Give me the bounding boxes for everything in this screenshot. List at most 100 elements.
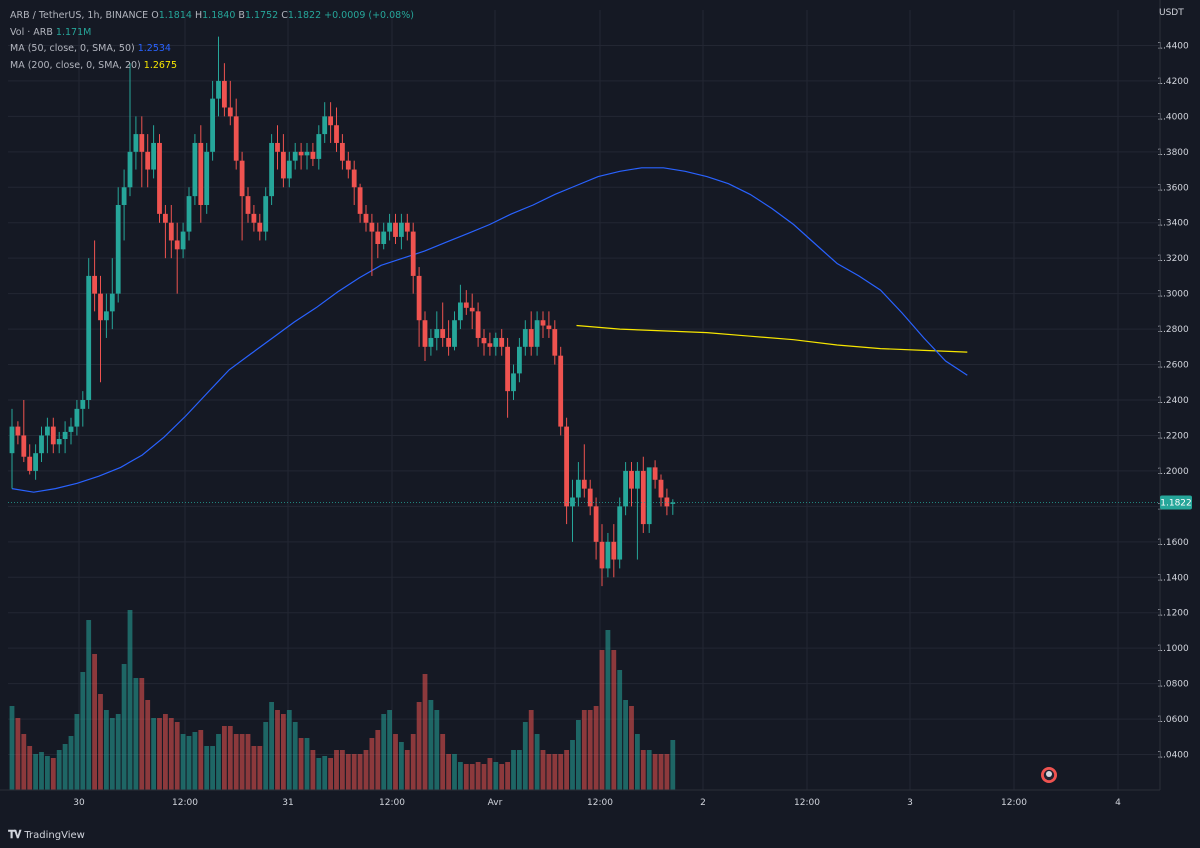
candle-body bbox=[50, 426, 56, 445]
candle-body bbox=[369, 222, 375, 232]
open-value: 1.1814 bbox=[158, 10, 192, 21]
candle-body bbox=[611, 541, 617, 560]
volume-bar bbox=[469, 764, 475, 790]
candle-body bbox=[168, 222, 174, 241]
candle-body bbox=[139, 134, 145, 152]
candle-body bbox=[387, 222, 392, 232]
candle-body bbox=[587, 488, 593, 507]
volume-bar bbox=[581, 710, 587, 790]
candle-body bbox=[227, 107, 233, 117]
volume-bar bbox=[145, 700, 151, 790]
y-tick-label: 1.1200 bbox=[1157, 609, 1189, 619]
volume-bar bbox=[546, 754, 552, 790]
volume-bar bbox=[98, 694, 103, 790]
volume-bar bbox=[416, 702, 422, 790]
volume-bar bbox=[534, 734, 540, 790]
candle-body bbox=[658, 479, 664, 498]
volume-bar bbox=[528, 710, 534, 790]
volume-bar bbox=[92, 654, 97, 790]
volume-bar bbox=[635, 734, 640, 790]
volume-bar bbox=[168, 718, 174, 790]
volume-bar bbox=[180, 734, 186, 790]
open-label: O bbox=[151, 10, 159, 21]
candle-body bbox=[564, 426, 569, 507]
candle-body bbox=[499, 337, 505, 347]
candle-body bbox=[316, 134, 322, 159]
volume-legend[interactable]: Vol · ARB 1.171M bbox=[10, 25, 414, 42]
volume-bar bbox=[192, 732, 198, 790]
candle-body bbox=[198, 142, 204, 205]
candle-body bbox=[62, 431, 68, 439]
volume-bar bbox=[487, 758, 493, 790]
volume-bar bbox=[558, 754, 564, 790]
y-tick-label: 1.2200 bbox=[1157, 431, 1189, 441]
volume-bar bbox=[345, 754, 351, 790]
volume-bar bbox=[174, 722, 180, 790]
volume-bar bbox=[658, 754, 664, 790]
y-tick-label: 1.3600 bbox=[1157, 183, 1189, 193]
symbol-title[interactable]: ARB / TetherUS, 1h, BINANCE bbox=[10, 10, 149, 21]
volume-bar bbox=[576, 720, 581, 790]
volume-bar bbox=[157, 718, 162, 790]
candle-body bbox=[210, 98, 215, 152]
ma50-path bbox=[11, 167, 968, 493]
candle-body bbox=[599, 541, 605, 569]
candle-body bbox=[310, 151, 316, 159]
events-flag-icon[interactable] bbox=[1041, 767, 1057, 783]
candle-body bbox=[652, 467, 658, 480]
candle-body bbox=[322, 116, 328, 135]
candle-body bbox=[304, 151, 310, 156]
candle-body bbox=[281, 151, 286, 179]
ma200-legend[interactable]: MA (200, close, 0, SMA, 20) 1.2675 bbox=[10, 58, 414, 75]
candle-body bbox=[593, 506, 599, 542]
candle-body bbox=[257, 222, 263, 232]
candle-body bbox=[576, 479, 581, 498]
volume-bar bbox=[269, 702, 274, 790]
volume-bar bbox=[239, 734, 245, 790]
volume-bar bbox=[458, 762, 463, 790]
candle-body bbox=[517, 346, 522, 374]
volume-bar bbox=[617, 670, 623, 790]
volume-bar bbox=[552, 754, 558, 790]
tradingview-brand[interactable]: 𝐓𝐕 TradingView bbox=[8, 828, 85, 842]
close-label: C bbox=[281, 10, 288, 21]
volume-bar bbox=[463, 764, 469, 790]
candle-body bbox=[670, 502, 676, 504]
volume-bar bbox=[570, 740, 575, 790]
volume-bar bbox=[39, 752, 44, 790]
candlesticks bbox=[9, 36, 676, 587]
volume-bar bbox=[328, 758, 333, 790]
volume-bar bbox=[340, 750, 345, 790]
candle-body bbox=[440, 329, 446, 338]
volume-bar bbox=[599, 650, 605, 790]
volume-bar bbox=[251, 746, 257, 790]
candle-body bbox=[222, 80, 227, 108]
x-tick-label: 12:00 bbox=[172, 798, 198, 808]
volume-bar bbox=[198, 730, 204, 790]
currency-label[interactable]: USDT bbox=[1159, 8, 1184, 18]
volume-bar bbox=[564, 750, 569, 790]
symbol-line[interactable]: ARB / TetherUS, 1h, BINANCE O1.1814 H1.1… bbox=[10, 8, 414, 25]
volume-bar bbox=[587, 710, 593, 790]
candle-body bbox=[80, 400, 86, 409]
candle-body bbox=[623, 470, 628, 507]
candle-body bbox=[452, 320, 457, 347]
candle-body bbox=[463, 302, 469, 308]
candle-body bbox=[505, 346, 510, 392]
y-tick-label: 1.3000 bbox=[1157, 290, 1189, 300]
y-tick-label: 1.4000 bbox=[1157, 112, 1189, 122]
price-badge-box bbox=[1160, 495, 1192, 510]
volume-bar bbox=[263, 722, 269, 790]
x-tick-label: 3 bbox=[907, 798, 913, 808]
candle-body bbox=[180, 231, 186, 250]
ma50-legend[interactable]: MA (50, close, 0, SMA, 50) 1.2534 bbox=[10, 41, 414, 58]
volume-bar bbox=[399, 742, 404, 790]
volume-bar bbox=[652, 754, 658, 790]
volume-bar bbox=[404, 750, 410, 790]
high-value: 1.1840 bbox=[202, 10, 236, 21]
volume-bar bbox=[363, 750, 369, 790]
price-badge-text: 1.1822 bbox=[1160, 498, 1192, 508]
candle-body bbox=[558, 355, 564, 427]
volume-bar bbox=[351, 754, 357, 790]
